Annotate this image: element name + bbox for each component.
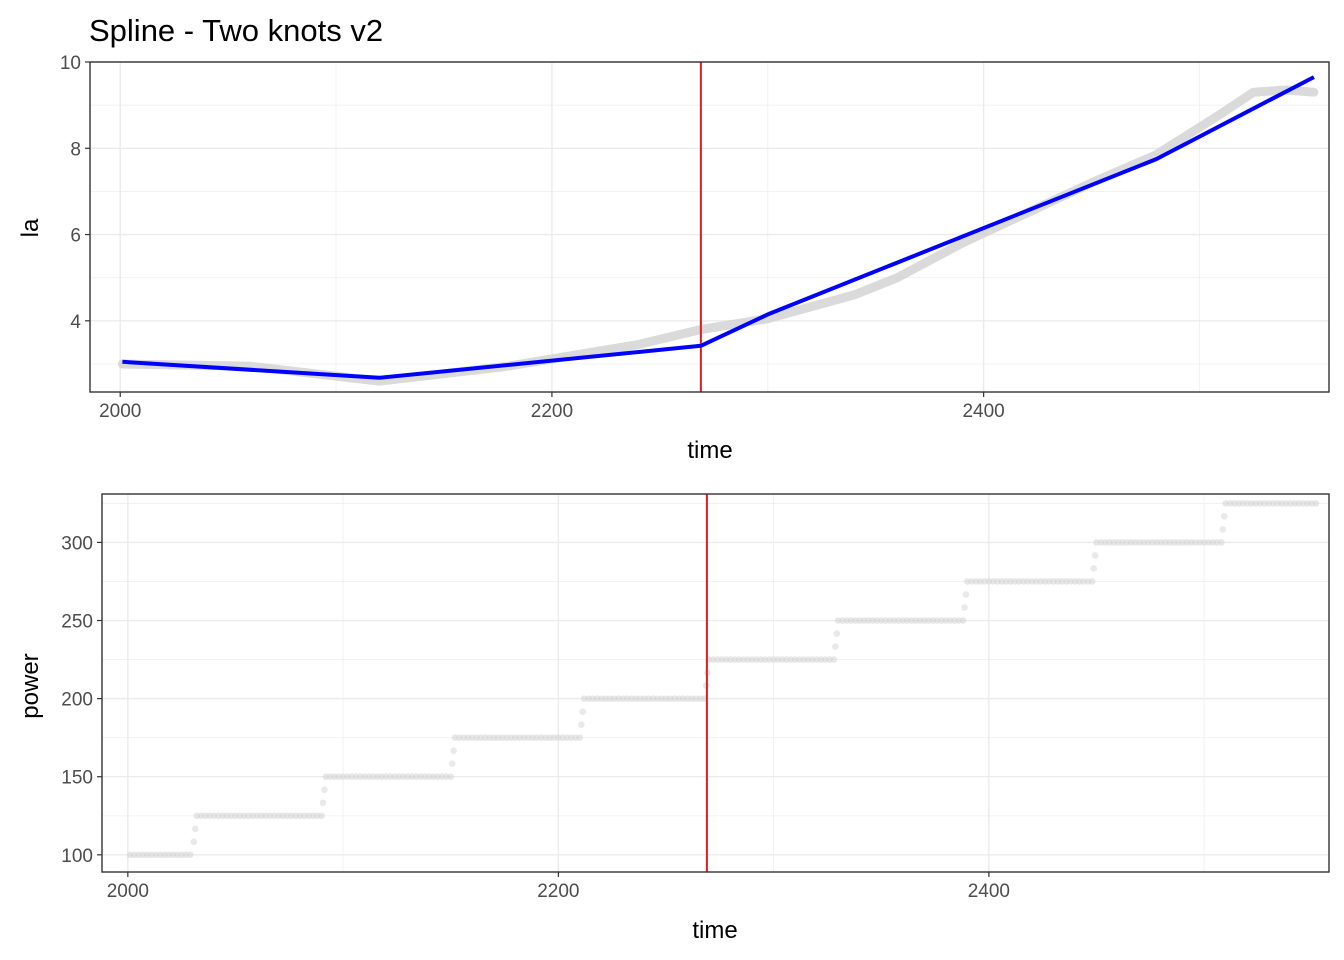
x-axis-title-bottom: time: [692, 917, 737, 944]
y-axis-title-bottom: power: [17, 653, 44, 718]
power-transition-point: [578, 721, 585, 728]
power-transition-point: [191, 825, 199, 833]
power-point: [318, 812, 325, 820]
power-transition-point: [961, 604, 968, 611]
la-y-tick-label: 10: [60, 53, 81, 74]
power-point: [186, 851, 194, 859]
power-transition-point: [833, 630, 841, 637]
y-axis-title-top: la: [17, 218, 44, 237]
power-x-tick-label: 2000: [107, 881, 149, 902]
chart-title: Spline - Two knots v2: [89, 13, 383, 48]
la-plot-background: [90, 62, 1329, 392]
power-transition-point: [321, 786, 328, 794]
power-transition-point: [190, 838, 198, 846]
power-point: [1312, 500, 1320, 507]
power-panel-border: [101, 493, 1330, 873]
la-y-tick-label: 8: [70, 139, 81, 160]
power-transition-point: [1219, 526, 1227, 533]
power-point: [576, 734, 584, 741]
la-spline-fit-line: [122, 75, 1315, 380]
power-transition-point: [450, 747, 457, 754]
la-panel: 2000 2200 2400 4 6 8 10: [60, 53, 1330, 422]
la-y-tick-label: 6: [70, 226, 81, 247]
power-transition-point: [1091, 552, 1099, 559]
power-point: [1218, 539, 1225, 546]
power-transition-point: [832, 643, 839, 650]
power-y-tick-label: 200: [61, 690, 93, 711]
la-x-tick-label: 2400: [962, 401, 1004, 422]
power-y-tick-label: 300: [61, 533, 93, 554]
power-transition-point: [1220, 513, 1228, 520]
la-x-tick-label: 2200: [531, 401, 573, 422]
la-panel-border: [89, 61, 1330, 393]
power-y-tick-label: 150: [61, 768, 93, 789]
power-y-tick-label: 250: [61, 612, 93, 633]
power-point: [830, 656, 838, 663]
power-y-tick-label: 100: [61, 846, 93, 867]
power-point: [959, 617, 967, 624]
power-point: [447, 773, 455, 781]
power-x-tick-label: 2400: [968, 881, 1010, 902]
power-transition-point: [962, 591, 970, 598]
power-transition-point: [448, 760, 456, 768]
power-transition-point: [319, 799, 327, 807]
la-y-tick-label: 4: [70, 312, 81, 333]
power-point: [1088, 578, 1096, 585]
power-transition-point: [579, 708, 587, 715]
power-panel: 2000 2200 2400 100 150 200 250 300: [61, 493, 1330, 902]
la-x-tick-label: 2000: [99, 401, 141, 422]
power-plot-background: [102, 494, 1329, 872]
power-x-tick-label: 2200: [537, 881, 579, 902]
x-axis-title-top: time: [687, 437, 732, 464]
power-transition-point: [1090, 565, 1097, 572]
